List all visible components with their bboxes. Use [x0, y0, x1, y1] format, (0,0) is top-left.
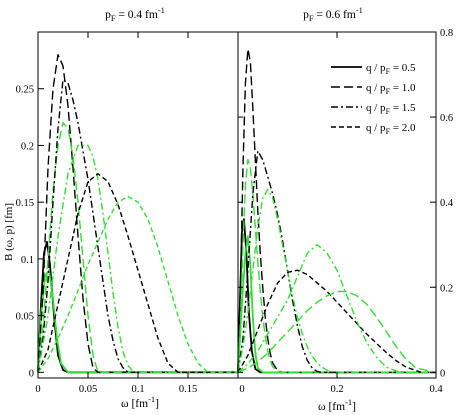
series-line-1-3: [237, 158, 436, 374]
right-x-axis-label: ω [fm-1]: [318, 397, 356, 413]
y-axis-label: B (ω, p) [fm]: [3, 203, 15, 261]
series-line-1-8: [237, 290, 437, 374]
x-tick-label: 0.15: [179, 384, 197, 395]
x-tick-label: 0.05: [79, 384, 97, 395]
left-panel-title: pF = 0.4 fm-1: [105, 5, 165, 23]
x-tick-label: 0: [239, 384, 244, 395]
series-line-0-2: [37, 53, 238, 374]
series-line-1-2: [237, 48, 436, 374]
series-line-1-4: [237, 150, 436, 374]
series-line-0-3: [37, 122, 238, 374]
y-tick-label: 0.2: [21, 141, 34, 152]
series-line-0-6: [37, 173, 238, 374]
y-tick-label: 0.15: [16, 198, 34, 209]
series-line-1-1: [237, 235, 436, 374]
y-tick-label: 0.1: [21, 255, 34, 266]
series-line-0-1: [37, 269, 238, 374]
legend-label-1: q / pF = 1.0: [366, 82, 416, 96]
series-line-1-7: [237, 244, 436, 374]
x-tick-label: 0.4: [429, 384, 443, 395]
legend: q / pF = 0.5 q / pF = 1.0 q / pF = 1.5 q…: [331, 62, 416, 136]
series-line-0-7: [37, 195, 238, 374]
right-panel: 0.2 0.4 0 0 0.2 0.4 0.6 0.8: [237, 28, 454, 395]
y-tick-label: 0.6: [440, 113, 453, 124]
x-tick-label: 0: [35, 384, 40, 395]
x-tick-label: 0.2: [330, 384, 343, 395]
series-line-0-4: [37, 78, 238, 374]
y-tick-label: 0.8: [440, 28, 453, 39]
x-tick-label: 0.1: [131, 384, 144, 395]
series-line-0-5: [37, 144, 238, 374]
y-tick-label: 0.25: [16, 85, 34, 96]
series-line-1-5: [237, 188, 436, 374]
legend-label-3: q / pF = 2.0: [366, 122, 416, 136]
legend-label-0: q / pF = 0.5: [366, 62, 416, 76]
legend-label-2: q / pF = 1.5: [366, 102, 416, 116]
y-tick-label: 0: [440, 368, 445, 379]
series-line-1-6: [237, 269, 436, 374]
y-tick-label: 0: [29, 368, 34, 379]
right-panel-title: pF = 0.6 fm-1: [303, 5, 363, 23]
y-tick-label: 0.05: [16, 312, 34, 323]
left-panel: 0 0.05 0.1 0.15 0 0.05 0.1 0.15 0.2 0.25: [16, 31, 239, 395]
y-tick-label: 0.4: [440, 198, 454, 209]
y-tick-label: 0.2: [440, 283, 453, 294]
left-x-axis-label: ω [fm-1]: [121, 394, 159, 410]
